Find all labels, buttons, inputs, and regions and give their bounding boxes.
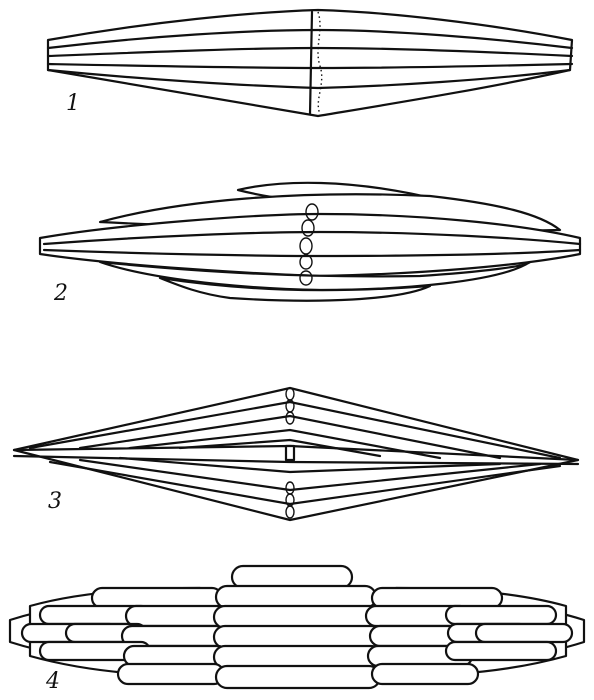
figure-1: 1 [46, 8, 574, 118]
lozenge-stack [20, 564, 574, 690]
figure-label-2: 2 [53, 281, 68, 306]
figure-2: 2 [38, 181, 582, 306]
figure-label-4: 4 [45, 669, 60, 694]
figure-label-1: 1 [66, 91, 80, 116]
figure-label-3: 3 [48, 489, 62, 514]
figure-4: 4 [8, 564, 586, 694]
figure-3: 3 [12, 386, 580, 522]
